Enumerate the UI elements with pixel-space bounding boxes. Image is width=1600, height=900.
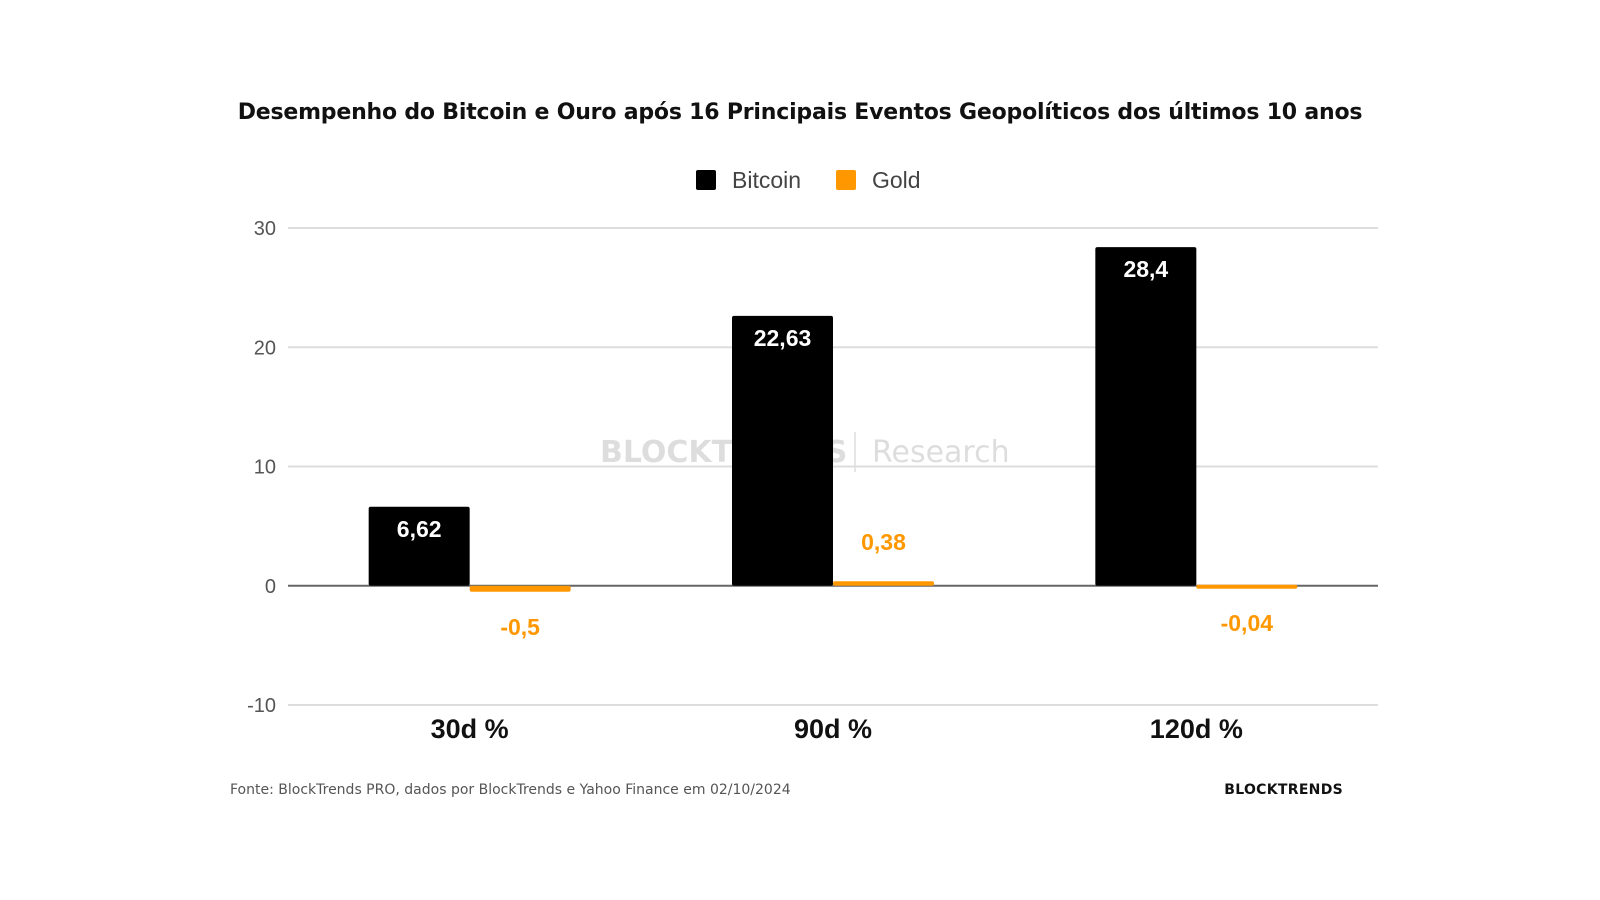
legend: Bitcoin Gold <box>696 167 921 193</box>
legend-swatch-gold <box>836 170 856 190</box>
bar-gold-90d- <box>833 581 934 586</box>
bar-bitcoin-120d- <box>1095 247 1197 586</box>
legend-label-gold: Gold <box>872 167 921 193</box>
bar-bitcoin-30d- <box>368 506 470 586</box>
data-label-gold-120d-: -0,04 <box>1221 610 1274 636</box>
data-label-bitcoin-90d-: 22,63 <box>754 325 812 351</box>
x-tick-label: 30d % <box>431 714 509 744</box>
bar-gold-120d- <box>1196 584 1298 589</box>
x-tick-label: 90d % <box>794 714 872 744</box>
brand-logo: BLOCKTRENDS <box>1224 782 1343 798</box>
y-tick-label: -10 <box>247 695 276 717</box>
y-tick-label: 20 <box>254 337 276 359</box>
legend-label-bitcoin: Bitcoin <box>732 167 801 193</box>
bar-bitcoin-90d- <box>732 315 833 586</box>
source-note: Fonte: BlockTrends PRO, dados por BlockT… <box>230 782 791 798</box>
legend-swatch-bitcoin <box>696 170 716 190</box>
y-tick-label: 0 <box>265 576 276 598</box>
data-label-bitcoin-120d-: 28,4 <box>1123 256 1168 282</box>
y-tick-label: 30 <box>254 218 276 240</box>
chart-title: Desempenho do Bitcoin e Ouro após 16 Pri… <box>237 100 1363 125</box>
data-label-gold-90d-: 0,38 <box>861 529 906 555</box>
bar-gold-30d- <box>469 585 571 592</box>
y-tick-label: 10 <box>254 457 276 479</box>
x-tick-label: 120d % <box>1150 714 1243 744</box>
watermark-research: Research <box>872 435 1010 470</box>
data-label-gold-30d-: -0,5 <box>500 614 540 640</box>
data-label-bitcoin-30d-: 6,62 <box>397 516 442 542</box>
